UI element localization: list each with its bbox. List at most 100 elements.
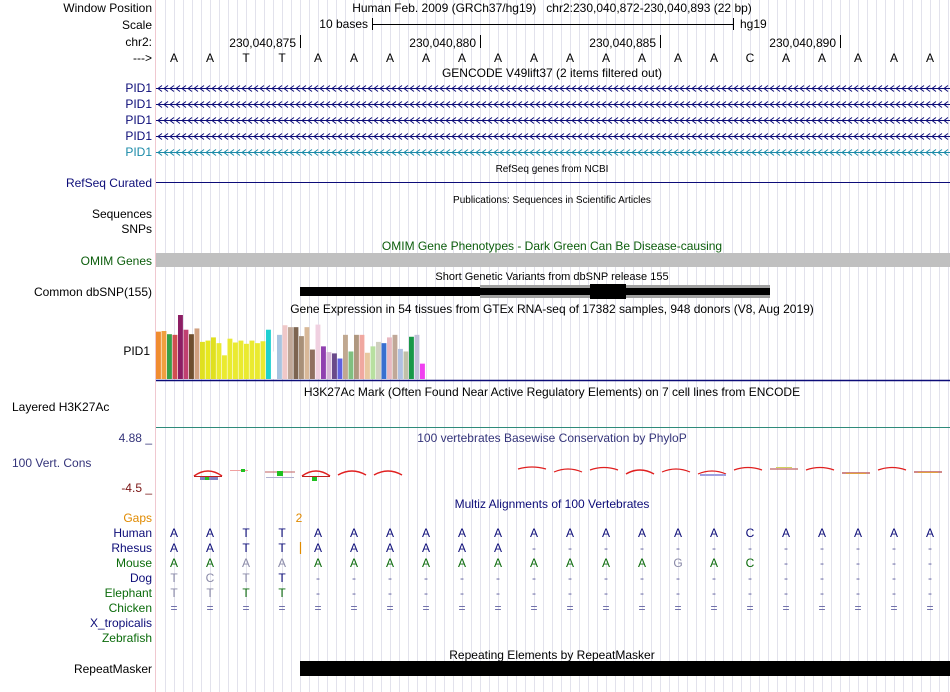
gtex-tissue-bar[interactable] <box>238 340 244 379</box>
species-label[interactable]: Elephant <box>105 586 153 600</box>
gtex-tissue-bar[interactable] <box>387 337 392 379</box>
gtex-tissue-bar[interactable] <box>172 334 178 379</box>
species-label[interactable]: Zebrafish <box>102 631 152 645</box>
alignment-base: - <box>820 556 824 570</box>
gencode-transcript-label[interactable]: PID1 <box>125 145 152 159</box>
gaps-label[interactable]: Gaps <box>123 511 152 525</box>
alignment-base: = <box>314 601 321 615</box>
alignment-base: = <box>206 601 213 615</box>
alignment-base: T <box>278 571 286 585</box>
gtex-tissue-bar[interactable] <box>326 352 332 379</box>
gtex-tissue-bar[interactable] <box>304 327 310 379</box>
phylop-conservation-marks[interactable] <box>193 466 942 481</box>
gtex-tissue-bar[interactable] <box>354 334 359 379</box>
gtex-tissue-bar[interactable] <box>414 334 420 379</box>
species-label[interactable]: Mouse <box>116 556 152 570</box>
gtex-tissue-bar[interactable] <box>189 334 194 379</box>
species-label[interactable]: Chicken <box>109 601 152 615</box>
h3k27ac-track-title: H3K27Ac Mark (Often Found Near Active Re… <box>304 385 800 399</box>
gtex-tissue-bar[interactable] <box>420 363 425 379</box>
strand-arrow-icon <box>157 101 949 108</box>
gtex-tissue-bar[interactable] <box>282 325 288 379</box>
alignment-base: A <box>314 541 322 555</box>
gtex-tissue-bar[interactable] <box>365 352 370 379</box>
gtex-tissue-bar[interactable] <box>277 334 282 379</box>
chrom-label: chr2: <box>125 35 152 49</box>
h3k27ac-track-label[interactable]: Layered H3K27Ac <box>12 400 109 414</box>
gtex-expression-bars[interactable] <box>156 315 425 379</box>
phylop-track-label[interactable]: 100 Vert. Cons <box>12 456 91 470</box>
gtex-tissue-bar[interactable] <box>321 346 326 379</box>
snps-track-label[interactable]: SNPs <box>121 222 152 236</box>
gtex-tissue-bar[interactable] <box>376 341 381 379</box>
gtex-tissue-bar[interactable] <box>332 353 337 379</box>
species-label[interactable]: X_tropicalis <box>90 616 152 630</box>
species-label[interactable]: Rhesus <box>111 541 152 555</box>
gtex-track-label[interactable]: PID1 <box>123 344 150 358</box>
gtex-tissue-bar[interactable] <box>222 355 227 379</box>
gtex-tissue-bar[interactable] <box>205 340 211 379</box>
alignment-base: A <box>458 526 466 540</box>
alignment-base: - <box>352 586 356 600</box>
gtex-tissue-bar[interactable] <box>310 349 315 379</box>
gtex-tissue-bar[interactable] <box>216 343 222 379</box>
omim-gene-bar[interactable] <box>156 253 950 267</box>
alignment-base: = <box>926 601 933 615</box>
gtex-tissue-bar[interactable] <box>392 334 398 379</box>
species-label[interactable]: Human <box>113 526 152 540</box>
refseq-track-label[interactable]: RefSeq Curated <box>66 176 152 190</box>
gtex-tissue-bar[interactable] <box>398 348 403 379</box>
gencode-transcript-label[interactable]: PID1 <box>125 97 152 111</box>
gtex-tissue-bar[interactable] <box>381 343 387 379</box>
gtex-tissue-bar[interactable] <box>359 334 365 379</box>
gtex-tissue-bar[interactable] <box>293 327 299 379</box>
gtex-tissue-bar[interactable] <box>255 343 260 379</box>
gtex-tissue-bar[interactable] <box>183 329 189 379</box>
gencode-transcript-label[interactable]: PID1 <box>125 129 152 143</box>
gtex-tissue-bar[interactable] <box>288 327 293 379</box>
publications-track-label[interactable]: Sequences <box>92 207 152 221</box>
alignment-base: - <box>568 541 572 555</box>
gtex-tissue-bar[interactable] <box>260 341 266 379</box>
gtex-tissue-bar[interactable] <box>266 329 271 379</box>
gencode-transcript-label[interactable]: PID1 <box>125 113 152 127</box>
alignment-base: A <box>710 556 718 570</box>
gtex-tissue-bar[interactable] <box>348 351 354 379</box>
gtex-tissue-bar[interactable] <box>409 336 414 379</box>
gtex-tissue-bar[interactable] <box>211 337 216 379</box>
omim-track-label[interactable]: OMIM Genes <box>81 254 152 268</box>
position-ticks <box>300 35 841 48</box>
window-position-label: Window Position <box>63 1 152 15</box>
gencode-transcript-label[interactable]: PID1 <box>125 81 152 95</box>
gtex-tissue-bar[interactable] <box>315 324 321 379</box>
repeatmasker-element[interactable] <box>300 661 950 676</box>
repeatmasker-track-label[interactable]: RepeatMasker <box>74 662 152 676</box>
alignment-base: A <box>278 556 286 570</box>
gtex-tissue-bar[interactable] <box>178 315 183 379</box>
gtex-tissue-bar[interactable] <box>233 342 238 379</box>
gtex-tissue-bar[interactable] <box>200 341 205 379</box>
gtex-tissue-bar[interactable] <box>156 331 161 379</box>
dbsnp-features[interactable] <box>300 284 770 299</box>
gtex-tissue-bar[interactable] <box>249 340 255 379</box>
alignment-base: A <box>350 541 358 555</box>
alignment-base: - <box>532 541 536 555</box>
gtex-tissue-bar[interactable] <box>244 343 249 379</box>
gencode-track[interactable]: PID1 PID1 PID1 PID1 PID1 <box>125 81 950 159</box>
gtex-tissue-bar[interactable] <box>161 331 167 379</box>
dbsnp-track-label[interactable]: Common dbSNP(155) <box>34 285 152 299</box>
species-label[interactable]: Dog <box>130 571 152 585</box>
gtex-tissue-bar[interactable] <box>343 334 348 379</box>
gtex-tissue-bar[interactable] <box>227 338 233 379</box>
alignment-base: - <box>748 541 752 555</box>
gtex-tissue-bar[interactable] <box>167 334 172 379</box>
gtex-tissue-bar[interactable] <box>299 336 304 379</box>
gtex-tissue-bar[interactable] <box>271 351 277 379</box>
omim-track-title: OMIM Gene Phenotypes - Dark Green Can Be… <box>382 239 722 253</box>
gtex-tissue-bar[interactable] <box>194 328 200 379</box>
gtex-tissue-bar[interactable] <box>337 358 343 379</box>
gtex-tissue-bar[interactable] <box>370 346 376 379</box>
gtex-tissue-bar[interactable] <box>403 351 409 379</box>
